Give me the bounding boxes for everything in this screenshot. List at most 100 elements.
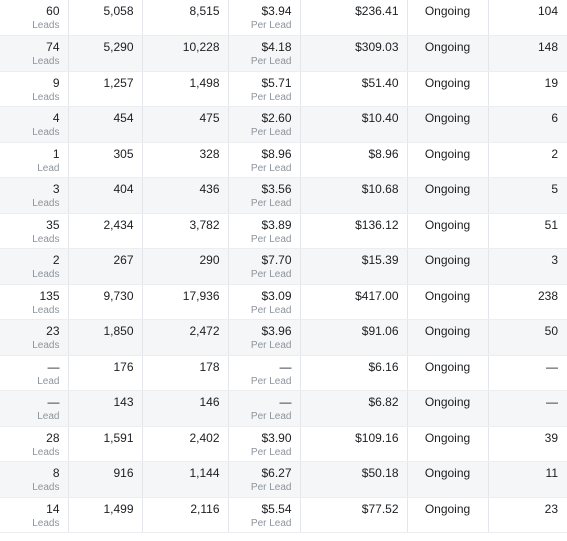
link-clicks-cell: 51 bbox=[488, 213, 567, 249]
cost-per-result-unit: Per Lead bbox=[250, 340, 292, 351]
impressions-value: 475 bbox=[199, 111, 220, 125]
table-row[interactable]: — Lead 176 178 — Per Lead $6.16 Ongoing … bbox=[0, 355, 567, 391]
table-row[interactable]: 28 Leads 1,591 2,402 $3.90 Per Lead $109… bbox=[0, 426, 567, 462]
results-unit: Lead bbox=[37, 411, 60, 422]
cost-per-result-cell: $8.96 Per Lead bbox=[228, 142, 301, 178]
reach-value: 1,591 bbox=[103, 430, 134, 445]
results-cell: 28 Leads bbox=[0, 426, 69, 462]
cost-per-result-cell: $4.18 Per Lead bbox=[228, 35, 301, 72]
link-clicks-value: 11 bbox=[545, 466, 558, 480]
cost-per-result-cell: — Per Lead bbox=[228, 390, 301, 427]
impressions-value: 328 bbox=[199, 146, 220, 161]
results-cell: 4 Leads bbox=[0, 106, 69, 143]
amount-spent-cell: $51.40 bbox=[300, 71, 408, 107]
cost-per-result-unit: Per Lead bbox=[250, 162, 292, 174]
table-row[interactable]: 60 Leads 5,058 8,515 $3.94 Per Lead $236… bbox=[0, 0, 567, 36]
amount-spent-value: $10.40 bbox=[361, 111, 399, 125]
link-clicks-value: 6 bbox=[551, 111, 558, 125]
results-cell: 74 Leads bbox=[0, 35, 69, 72]
results-unit: Leads bbox=[32, 482, 60, 493]
results-unit: Leads bbox=[32, 127, 60, 138]
results-value: 135 bbox=[39, 288, 60, 303]
table-row[interactable]: 1 Lead 305 328 $8.96 Per Lead $8.96 Ongo… bbox=[0, 142, 567, 178]
amount-spent-value: $77.52 bbox=[361, 501, 399, 516]
cost-per-result-cell: $5.71 Per Lead bbox=[228, 71, 301, 107]
link-clicks-value: 51 bbox=[544, 217, 558, 232]
ends-cell: Ongoing bbox=[407, 0, 489, 36]
table-row[interactable]: 8 Leads 916 1,144 $6.27 Per Lead $50.18 … bbox=[0, 461, 567, 498]
table-row[interactable]: 23 Leads 1,850 2,472 $3.96 Per Lead $91.… bbox=[0, 319, 567, 356]
ends-cell: Ongoing bbox=[407, 106, 489, 143]
cost-per-result-value: $3.09 bbox=[261, 288, 292, 303]
results-cell: — Lead bbox=[0, 390, 69, 427]
results-cell: 60 Leads bbox=[0, 0, 69, 36]
link-clicks-cell: 6 bbox=[488, 106, 567, 143]
link-clicks-value: 23 bbox=[544, 501, 558, 516]
amount-spent-cell: $77.52 bbox=[300, 497, 408, 533]
link-clicks-value: 2 bbox=[551, 146, 558, 161]
cost-per-result-cell: $2.60 Per Lead bbox=[228, 106, 301, 143]
link-clicks-cell: 19 bbox=[488, 71, 567, 107]
table-row[interactable]: 9 Leads 1,257 1,498 $5.71 Per Lead $51.4… bbox=[0, 71, 567, 107]
table-row[interactable]: 4 Leads 454 475 $2.60 Per Lead $10.40 On… bbox=[0, 106, 567, 143]
reach-cell: 916 bbox=[68, 461, 143, 498]
amount-spent-cell: $136.12 bbox=[300, 213, 408, 249]
table-row[interactable]: 3 Leads 404 436 $3.56 Per Lead $10.68 On… bbox=[0, 177, 567, 214]
amount-spent-cell: $109.16 bbox=[300, 426, 408, 462]
ends-status: Ongoing bbox=[424, 217, 471, 232]
amount-spent-value: $6.16 bbox=[368, 359, 399, 374]
table-row[interactable]: 35 Leads 2,434 3,782 $3.89 Per Lead $136… bbox=[0, 213, 567, 249]
link-clicks-cell: 50 bbox=[488, 319, 567, 356]
link-clicks-cell: 39 bbox=[488, 426, 567, 462]
ends-cell: Ongoing bbox=[407, 35, 489, 72]
reach-value: 2,434 bbox=[103, 217, 134, 232]
reach-value: 1,850 bbox=[103, 324, 134, 338]
ends-status: Ongoing bbox=[424, 466, 471, 480]
cost-per-result-value: — bbox=[279, 395, 292, 409]
link-clicks-value: 19 bbox=[544, 75, 558, 90]
ends-status: Ongoing bbox=[424, 111, 471, 125]
link-clicks-cell: 5 bbox=[488, 177, 567, 214]
amount-spent-cell: $50.18 bbox=[300, 461, 408, 498]
results-unit: Leads bbox=[32, 340, 60, 351]
link-clicks-cell: 104 bbox=[488, 0, 567, 36]
impressions-cell: 17,936 bbox=[142, 284, 229, 320]
reach-value: 176 bbox=[113, 359, 134, 374]
ends-status: Ongoing bbox=[424, 4, 471, 18]
results-value: 8 bbox=[52, 466, 60, 480]
cost-per-result-cell: — Per Lead bbox=[228, 355, 301, 391]
impressions-value: 17,936 bbox=[182, 288, 220, 303]
results-value: 1 bbox=[52, 146, 60, 161]
cost-per-result-value: — bbox=[279, 359, 292, 374]
impressions-cell: 328 bbox=[142, 142, 229, 178]
table-row[interactable]: 2 Leads 267 290 $7.70 Per Lead $15.39 On… bbox=[0, 248, 567, 285]
amount-spent-cell: $8.96 bbox=[300, 142, 408, 178]
ends-cell: Ongoing bbox=[407, 177, 489, 214]
table-row[interactable]: — Lead 143 146 — Per Lead $6.82 Ongoing … bbox=[0, 390, 567, 427]
table-row[interactable]: 135 Leads 9,730 17,936 $3.09 Per Lead $4… bbox=[0, 284, 567, 320]
impressions-cell: 8,515 bbox=[142, 0, 229, 36]
cost-per-result-unit: Per Lead bbox=[250, 269, 292, 280]
cost-per-result-unit: Per Lead bbox=[250, 411, 292, 422]
reach-cell: 5,058 bbox=[68, 0, 143, 36]
reach-cell: 1,257 bbox=[68, 71, 143, 107]
ends-status: Ongoing bbox=[424, 288, 471, 303]
results-value: 74 bbox=[46, 40, 60, 54]
amount-spent-cell: $15.39 bbox=[300, 248, 408, 285]
amount-spent-value: $309.03 bbox=[355, 40, 399, 54]
results-unit: Lead bbox=[37, 162, 60, 174]
table-row[interactable]: 74 Leads 5,290 10,228 $4.18 Per Lead $30… bbox=[0, 35, 567, 72]
reach-value: 143 bbox=[113, 395, 134, 409]
results-value: — bbox=[47, 395, 60, 409]
reach-value: 5,058 bbox=[103, 4, 134, 18]
table-row[interactable]: 14 Leads 1,499 2,116 $5.54 Per Lead $77.… bbox=[0, 497, 567, 533]
link-clicks-cell: 238 bbox=[488, 284, 567, 320]
amount-spent-cell: $91.06 bbox=[300, 319, 408, 356]
cost-per-result-unit: Per Lead bbox=[250, 56, 292, 67]
reach-cell: 305 bbox=[68, 142, 143, 178]
cost-per-result-cell: $3.56 Per Lead bbox=[228, 177, 301, 214]
amount-spent-value: $51.40 bbox=[361, 75, 399, 90]
impressions-cell: 475 bbox=[142, 106, 229, 143]
